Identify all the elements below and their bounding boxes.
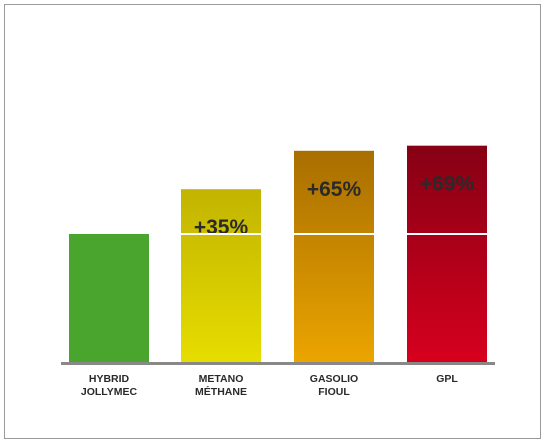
bar-value-label-3: +69% [420,173,475,196]
category-label-1: METANO MÉTHANE [195,373,247,398]
bars-group: +35% +65% +69% [69,145,487,362]
category-label-0: HYBRID JOLLYMEC [81,373,138,398]
category-label-3: GPL [436,373,458,385]
category-label-2: GASOLIO FIOUL [310,373,358,398]
bar-1 [181,189,261,362]
bar-3 [407,145,487,362]
bar-2 [294,150,374,362]
bar-value-label-1: +35% [194,216,249,239]
bar-0 [69,234,149,362]
category-labels-group: HYBRID JOLLYMEC METANO MÉTHANE GASOLIO FIOUL G… [81,373,458,398]
bar-value-label-2: +65% [307,178,362,201]
